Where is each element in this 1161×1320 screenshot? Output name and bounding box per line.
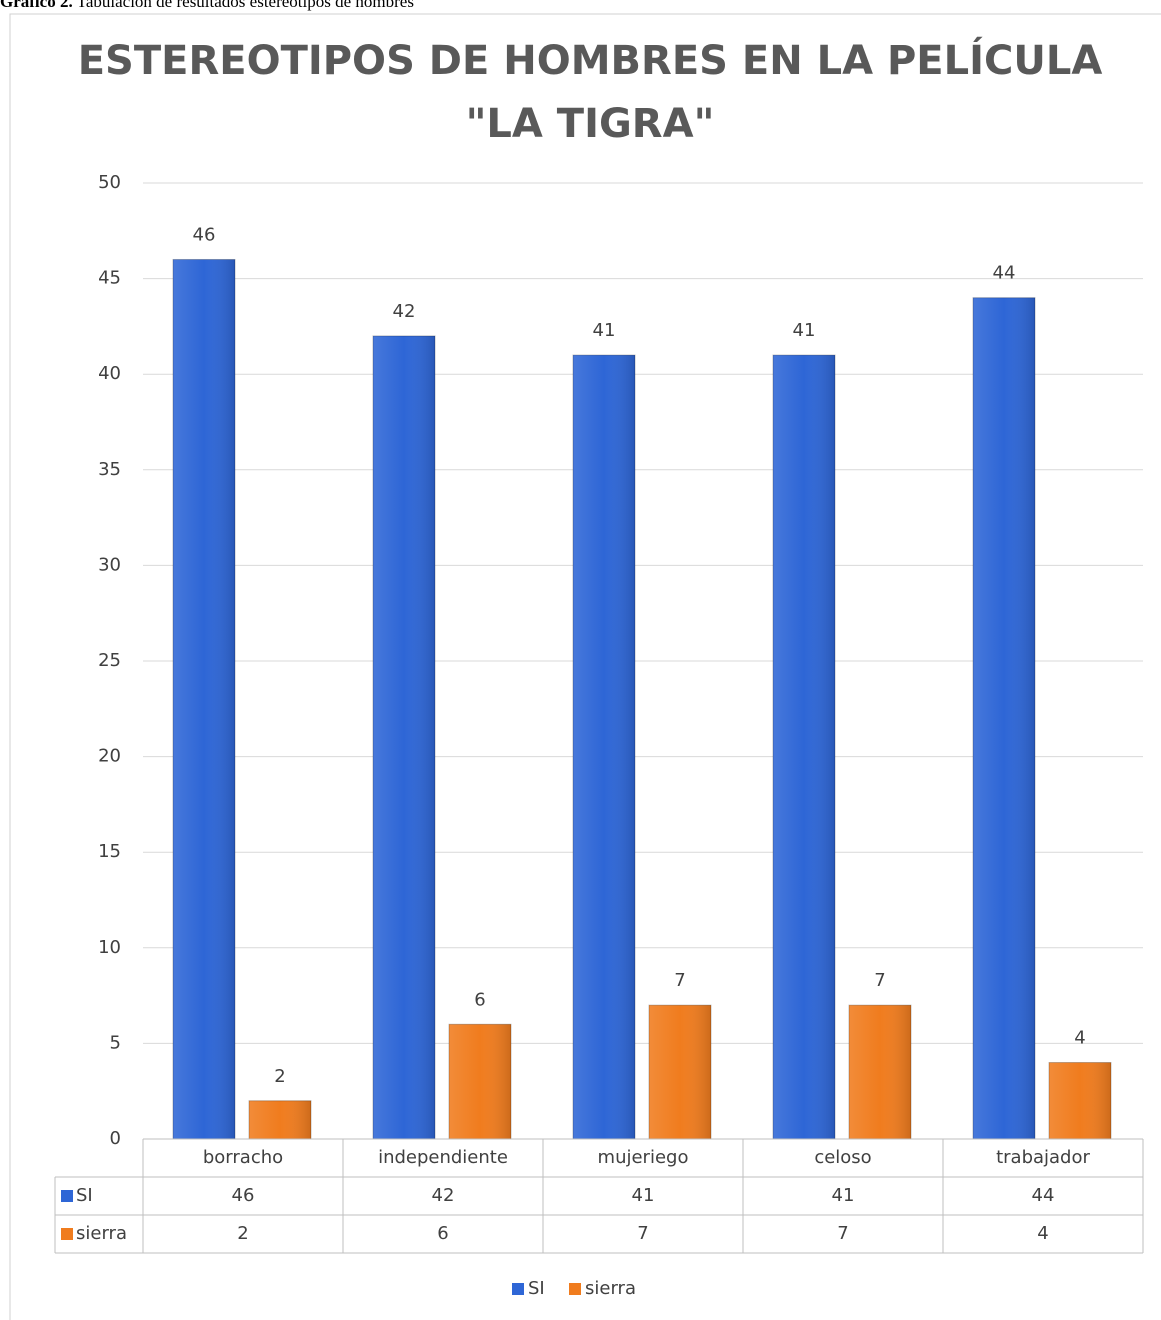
x-tick-label: independiente <box>378 1147 508 1168</box>
bar-shade <box>1049 1062 1111 1139</box>
table-key <box>61 1228 73 1240</box>
legend-key <box>512 1283 524 1295</box>
x-tick-label: borracho <box>203 1147 283 1168</box>
legend-label: sierra <box>585 1278 636 1299</box>
table-cell: 4 <box>1037 1223 1048 1244</box>
data-label: 42 <box>393 301 416 322</box>
table-key <box>61 1190 73 1202</box>
data-label: 41 <box>793 320 816 341</box>
data-label: 7 <box>874 970 885 991</box>
table-row-header: sierra <box>76 1223 127 1244</box>
bar-shade <box>373 335 435 1140</box>
table-row-header: SI <box>76 1185 93 1206</box>
data-label: 4 <box>1074 1028 1085 1049</box>
table-cell: 46 <box>232 1185 255 1206</box>
bar-shade <box>173 259 235 1140</box>
table-cell: 6 <box>437 1223 448 1244</box>
x-tick-label: mujeriego <box>598 1147 689 1168</box>
data-label: 7 <box>674 970 685 991</box>
x-tick-label: trabajador <box>996 1147 1090 1168</box>
data-label: 41 <box>593 320 616 341</box>
y-tick-label: 40 <box>98 363 121 384</box>
y-tick-label: 0 <box>110 1128 121 1149</box>
chart-title: ESTEREOTIPOS DE HOMBRES EN LA PELÍCULA <box>78 36 1103 84</box>
chart-title: "LA TIGRA" <box>466 101 715 147</box>
y-tick-label: 25 <box>98 650 121 671</box>
bar-shade <box>449 1024 511 1139</box>
y-tick-label: 20 <box>98 746 121 767</box>
legend-key <box>569 1283 581 1295</box>
table-cell: 41 <box>632 1185 655 1206</box>
data-label: 6 <box>474 989 485 1010</box>
table-cell: 44 <box>1032 1185 1055 1206</box>
data-label: 2 <box>274 1066 285 1087</box>
bar-shade <box>773 355 835 1140</box>
bar-shade <box>649 1005 711 1139</box>
bar-shade <box>573 355 635 1140</box>
x-tick-label: celoso <box>814 1147 871 1168</box>
y-tick-label: 15 <box>98 841 121 862</box>
caption-text: Tabulación de resultados estereotipos de… <box>76 0 414 11</box>
legend-label: SI <box>528 1278 545 1299</box>
bar-shade <box>249 1100 311 1139</box>
y-tick-label: 35 <box>98 459 121 480</box>
bar-shade <box>849 1005 911 1139</box>
y-tick-label: 10 <box>98 937 121 958</box>
table-cell: 41 <box>832 1185 855 1206</box>
table-cell: 42 <box>432 1185 455 1206</box>
table-cell: 7 <box>837 1223 848 1244</box>
table-cell: 7 <box>637 1223 648 1244</box>
data-label: 46 <box>193 224 216 245</box>
y-tick-label: 5 <box>110 1032 121 1053</box>
bar-shade <box>973 297 1035 1140</box>
y-tick-label: 45 <box>98 268 121 289</box>
data-label: 44 <box>993 263 1016 284</box>
caption: Gráfico 2. Tabulación de resultados este… <box>0 0 414 12</box>
table-cell: 2 <box>237 1223 248 1244</box>
y-tick-label: 50 <box>98 172 121 193</box>
caption-label: Gráfico 2. <box>0 0 73 11</box>
y-tick-label: 30 <box>98 554 121 575</box>
